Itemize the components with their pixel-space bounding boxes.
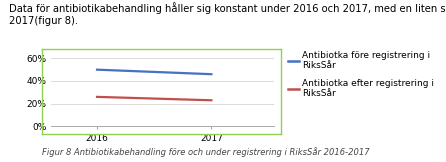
Text: Figur 8 Antibiotikabehandling före och under registrering i RiksSår 2016-2017: Figur 8 Antibiotikabehandling före och u… [42, 147, 370, 157]
Legend: Antibiotka före registrering i
RiksSår, Antibiotka efter registrering i
RiksSår: Antibiotka före registrering i RiksSår, … [288, 51, 434, 98]
Text: Data för antibiotikabehandling håller sig konstant under 2016 och 2017, med en l: Data för antibiotikabehandling håller si… [9, 2, 446, 26]
